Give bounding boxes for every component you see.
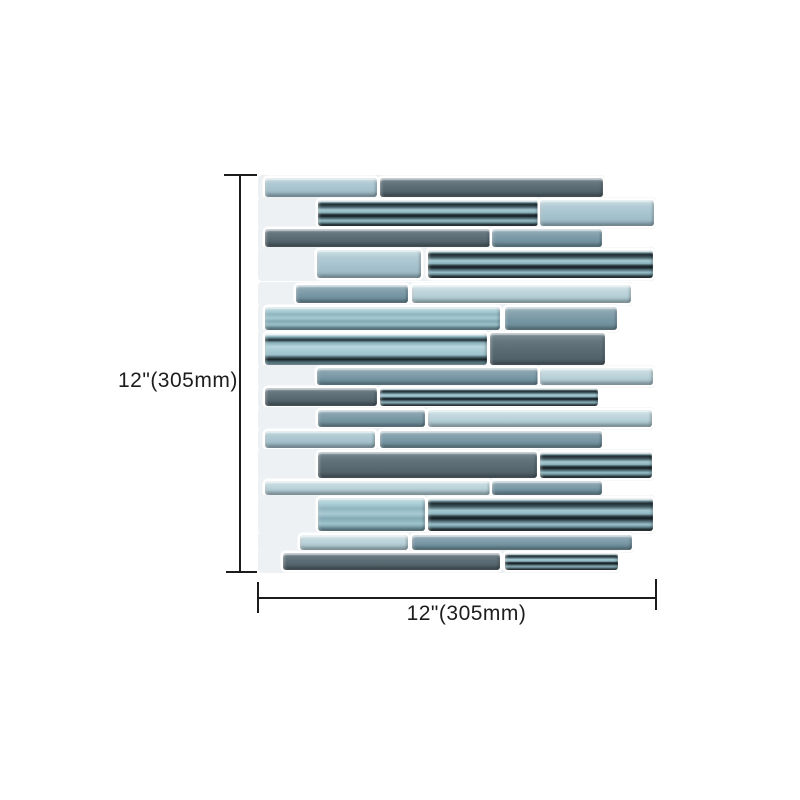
height-dimension-label: 12"(305mm)	[118, 369, 238, 392]
mosaic-tile-dark	[265, 229, 490, 247]
width-dimension-line	[258, 597, 657, 599]
tile-panel	[258, 173, 658, 575]
height-dimension-line	[239, 175, 241, 573]
mosaic-tile-medium	[317, 368, 538, 385]
mosaic-tile-medium	[505, 307, 617, 330]
mosaic-tile-dark	[265, 388, 377, 406]
mosaic-tile-palelight	[540, 368, 653, 385]
width-dimension-label: 12"(305mm)	[406, 602, 527, 625]
height-dimension-cap-bottom	[226, 571, 257, 573]
mosaic-tile-darkgrain	[540, 452, 652, 478]
mosaic-tile-pale	[265, 431, 375, 448]
mosaic-tile-medium	[380, 431, 602, 448]
width-dimension-tick-right	[655, 579, 657, 610]
mosaic-tile-darkgrain	[380, 388, 598, 406]
mosaic-tile-medium	[318, 410, 425, 427]
mosaic-tile-dark	[490, 333, 605, 365]
mosaic-tile-palelight	[428, 410, 652, 427]
mosaic-tile-medium	[492, 229, 602, 247]
mosaic-tile-biggrain	[265, 333, 487, 365]
mosaic-tile-pale	[317, 250, 421, 278]
mosaic-tile-medium	[492, 481, 602, 495]
mosaic-tile-pale	[540, 200, 654, 226]
mosaic-tile-palelight	[300, 535, 408, 550]
mosaic-tile-dark	[380, 178, 603, 197]
mosaic-tile-darkgrain	[505, 553, 618, 570]
mosaic-tile-softgrain	[265, 307, 500, 330]
mosaic-tile-dark	[318, 452, 537, 478]
height-dimension-cap-top	[224, 174, 257, 176]
mosaic-tile-darkgrain	[428, 498, 653, 531]
mosaic-tile-darkgrain	[428, 250, 653, 278]
mosaic-tile-palelight	[265, 481, 490, 495]
mosaic-tile-softgrain	[318, 498, 425, 531]
mosaic-tile-medium	[412, 535, 632, 550]
mosaic-tile-pale	[265, 178, 377, 197]
mosaic-tile-palelight	[412, 285, 631, 303]
mosaic-tile-dark	[283, 553, 500, 570]
width-dimension-tick-left	[257, 582, 259, 613]
mosaic-tile-darkgrain	[318, 200, 538, 226]
mosaic-tile-medium	[296, 285, 408, 303]
